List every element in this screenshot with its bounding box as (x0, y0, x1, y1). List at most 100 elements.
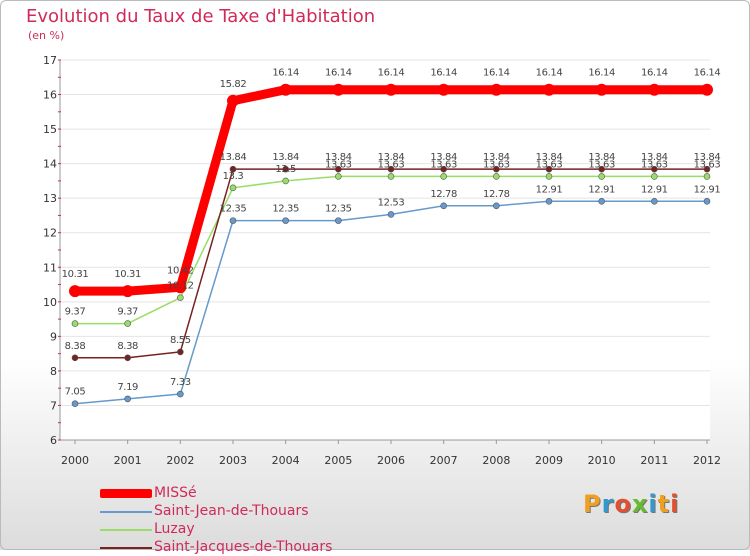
x-tick-label: 2008 (482, 454, 510, 467)
data-point (121, 285, 134, 298)
data-point (598, 165, 605, 173)
data-point (229, 217, 237, 224)
y-tick-label: 14 (43, 158, 57, 171)
data-label: 13.63 (378, 159, 405, 170)
y-tick-label: 10 (43, 296, 57, 309)
y-tick-label: 7 (50, 399, 57, 412)
data-label: 13.84 (430, 152, 457, 163)
legend-label: MISSé (154, 485, 197, 501)
data-point (177, 348, 184, 356)
data-point (174, 281, 187, 294)
data-point (648, 83, 661, 96)
data-point (282, 217, 289, 224)
data-label: 16.14 (641, 68, 668, 79)
legend-item-saint-jean-de-thouars: Saint-Jean-de-Thouars (100, 502, 360, 520)
data-label: 16.14 (536, 68, 563, 79)
data-point (545, 197, 553, 205)
x-tick-label: 2011 (640, 454, 668, 467)
data-point (440, 202, 447, 210)
legend: MISSé Saint-Jean-de-Thouars Luzay Saint-… (100, 484, 360, 556)
data-label: 16.14 (325, 68, 352, 79)
data-point (124, 320, 131, 327)
data-label: 13.84 (588, 152, 615, 163)
data-label: 8.38 (65, 341, 86, 352)
data-label: 9.37 (117, 307, 138, 318)
legend-swatch (100, 489, 152, 498)
data-label: 13.63 (694, 159, 721, 170)
data-point (124, 395, 131, 403)
data-point (598, 173, 605, 180)
data-label: 15.82 (220, 79, 247, 90)
legend-swatch (100, 547, 152, 549)
legend-swatch (100, 529, 152, 531)
data-label: 12.91 (536, 184, 563, 195)
data-label: 13.63 (536, 159, 563, 170)
data-label: 10.12 (167, 281, 194, 292)
data-point (69, 285, 81, 298)
chart-title: Evolution du Taux de Taxe d'Habitation (26, 6, 376, 27)
data-label: 12.91 (694, 184, 721, 195)
y-tick-label: 16 (43, 89, 57, 102)
legend-label: Saint-Jean-de-Thouars (154, 503, 309, 519)
y-tick-label: 6 (50, 434, 57, 447)
data-label: 12.91 (641, 184, 668, 195)
data-point (332, 83, 345, 96)
y-tick-label: 13 (43, 192, 57, 205)
data-label: 13.84 (694, 152, 721, 163)
data-label: 16.14 (272, 68, 299, 79)
data-point (493, 165, 500, 173)
data-point (440, 165, 447, 173)
data-point (387, 165, 395, 173)
data-label: 16.14 (378, 68, 405, 79)
data-point (124, 354, 131, 362)
data-label: 16.14 (430, 68, 457, 79)
data-point (177, 294, 184, 301)
legend-item-saint-jacques-de-thouars: Saint-Jacques-de-Thouars (100, 538, 360, 556)
data-label: 12.35 (325, 204, 352, 215)
data-label: 8.55 (170, 335, 191, 346)
data-point (545, 173, 553, 180)
data-point (543, 83, 555, 96)
data-label: 9.37 (65, 307, 86, 318)
x-tick-label: 2010 (588, 454, 616, 467)
data-label: 10.31 (62, 269, 89, 280)
x-tick-label: 2005 (324, 454, 352, 467)
data-label: 13.63 (325, 159, 352, 170)
data-label: 13.63 (588, 159, 615, 170)
data-label: 13.84 (536, 152, 563, 163)
data-point (282, 177, 289, 185)
data-label: 13.84 (483, 152, 510, 163)
data-point (440, 173, 447, 180)
data-label: 13.84 (220, 152, 247, 163)
y-tick-label: 11 (43, 261, 57, 274)
data-point (335, 173, 342, 180)
data-point (595, 83, 608, 96)
data-label: 12.78 (430, 189, 457, 200)
data-point (71, 354, 79, 362)
data-label: 12.35 (220, 204, 247, 215)
legend-label: Saint-Jacques-de-Thouars (154, 539, 333, 555)
y-tick-label: 12 (43, 227, 57, 240)
data-point (651, 165, 658, 173)
y-tick-label: 9 (50, 330, 57, 343)
data-point (71, 320, 79, 327)
data-point (493, 202, 500, 210)
x-tick-label: 2000 (61, 454, 89, 467)
data-point (703, 165, 711, 173)
data-point (177, 390, 184, 398)
x-tick-label: 2002 (166, 454, 194, 467)
data-label: 7.33 (170, 377, 191, 388)
data-point (490, 83, 503, 96)
data-label: 13.63 (430, 159, 457, 170)
data-point (279, 83, 292, 96)
data-label: 7.19 (117, 382, 138, 393)
data-point (651, 173, 658, 180)
chart-subtitle: (en %) (28, 29, 65, 42)
x-tick-label: 2009 (535, 454, 563, 467)
x-tick-label: 2001 (114, 454, 142, 467)
x-tick-label: 2004 (272, 454, 300, 467)
data-point (703, 173, 711, 180)
data-label: 13.84 (325, 152, 352, 163)
data-label: 13.5 (275, 164, 296, 175)
